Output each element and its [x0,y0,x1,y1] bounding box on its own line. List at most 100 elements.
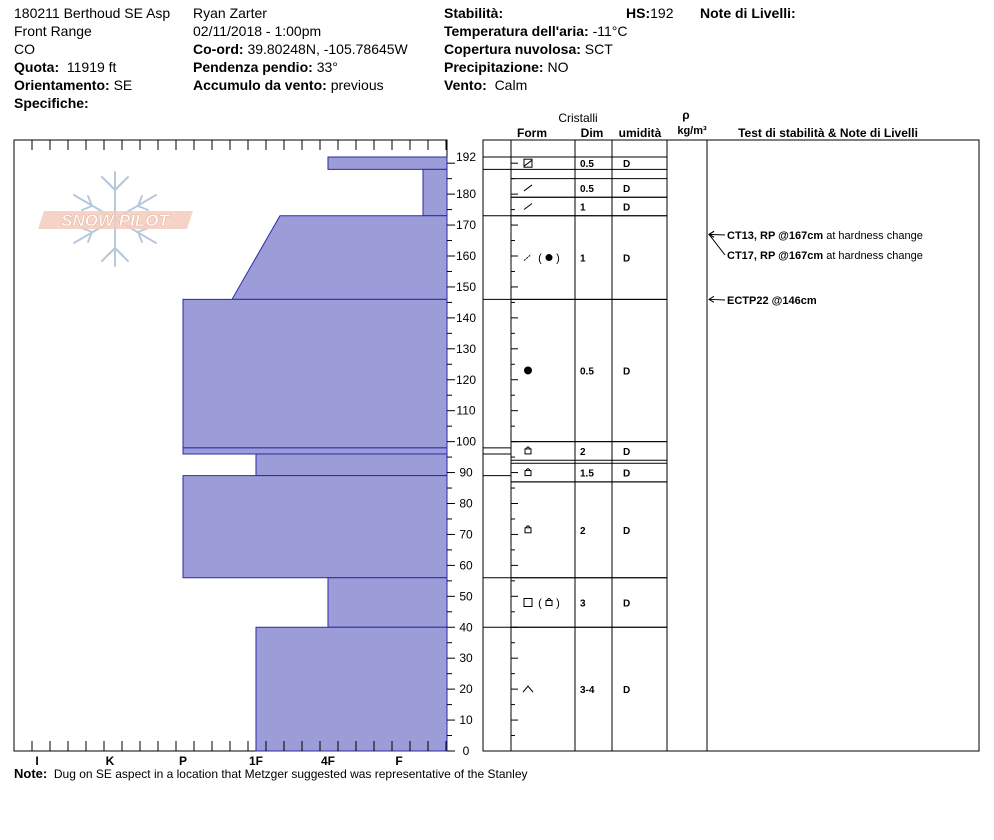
snow-profile-chart: SNOW PILOT I K P 1F 4F F 0 10 20 30 40 50 60 70 80 90 1… [13,108,980,768]
hs-field: HS:192 [626,5,673,21]
depth-label: 170 [456,218,476,232]
range-name: Front Range [14,23,92,39]
note-text: Dug on SE aspect in a location that Metz… [53,767,528,781]
paren-left: ( [538,253,542,265]
fac-icon [524,525,532,534]
slash-stroke [523,159,533,167]
air-temp-label: Temperatura dell'aria: [444,23,589,39]
air-temp-value: -11°C [592,23,628,39]
square-fac-icon: () [523,598,560,610]
hardness-label: 1F [249,754,263,768]
depth-label: 110 [456,404,475,418]
slash-stroke [523,184,533,192]
observation-datetime: 02/11/2018 - 1:00pm [193,23,322,39]
crystal-size: 0.5 [580,366,594,377]
size-header: Dim [581,126,604,140]
test-arrow [708,234,726,256]
snowpilot-logo: SNOW PILOT [38,171,193,267]
facet-top [525,446,531,450]
observer-name: Ryan Zarter [193,5,267,21]
specifics-label: Specifiche: [14,95,89,111]
sky-label: Copertura nuvolosa: [444,41,581,57]
wind-field: Vento: Calm [444,77,527,93]
depth-label: 140 [456,311,476,325]
depth-label: 20 [459,682,473,696]
paren-right: ) [556,253,560,265]
slope-label: Pendenza pendio: [193,59,313,75]
form-header: Form [517,126,547,140]
hardness-label: 4F [321,754,335,768]
stability-test: CT13, RP @167cm at hardness change [727,230,923,242]
tests-header: Test di stabilità & Note di Livelli [738,126,918,140]
crystal-moisture: D [623,599,630,610]
crystal-moisture: D [623,184,630,195]
hardness-layer [182,447,448,455]
box [523,158,533,168]
crystal-moisture: D [623,159,630,170]
sky-value: SCT [584,41,613,57]
test-arrowhead [708,230,715,238]
elevation-field: Quota: 11919 ft [14,59,116,75]
moisture-header: umidità [619,126,662,140]
depth-axis: 0 10 20 30 40 50 60 70 80 90 100 110 120 130 140 150 160… [447,150,518,758]
crystal-size: 0.5 [580,159,594,170]
test-code: CT13, RP @167cm [727,230,823,242]
slash-icon [523,184,533,192]
wind-loading-value: previous [330,77,384,93]
depth-label: 192 [456,150,476,164]
boxslash-icon [523,158,533,168]
crystal-moisture: D [623,203,630,214]
test-arrow [708,233,726,236]
crystal-moisture: D [623,254,630,265]
depth-label: 180 [456,187,476,201]
slash-icon [523,203,533,210]
test-note: at hardness change [823,250,923,262]
hardness-label: I [35,754,38,768]
layer-notes-label: Note di Livelli: [700,5,796,21]
facet-box [524,448,532,455]
cup-icon [522,685,534,693]
crystal-table-frame [482,139,980,752]
dot-icon [524,366,532,375]
slope-value: 33° [316,59,338,75]
aspect-value: SE [113,77,133,93]
depth-label: 30 [459,651,473,665]
crystal-size: 1 [580,203,586,214]
hardness-layer [255,626,448,752]
depth-label: 80 [459,497,473,511]
depth-label: 150 [456,280,476,294]
wind-value: Calm [494,77,528,93]
crystal-size: 1.5 [580,469,594,480]
facet-box [545,600,553,606]
crystal-moisture: D [623,366,630,377]
hs-value: 192 [650,5,674,21]
elevation-label: Quota: [14,59,60,75]
slashdash-dot-icon: () [523,253,560,265]
test-note: at hardness change [823,230,923,242]
precip-label: Precipitazione: [444,59,544,75]
sky-field: Copertura nuvolosa: SCT [444,41,613,57]
hardness-layers [182,156,448,752]
depth-label: 120 [456,373,476,387]
density-unit-header: kg/m³ [677,125,707,137]
cup-stroke [522,685,534,693]
depth-label: 10 [459,713,473,727]
crystal-moisture: D [623,447,630,458]
precip-value: NO [547,59,569,75]
facet-top [525,525,531,529]
depth-label: 0 [463,744,470,758]
slash-stroke [523,254,532,261]
precip-field: Precipitazione: NO [444,59,568,75]
hs-label: HS: [626,5,651,21]
hardness-layer [182,298,448,449]
rho-header: ρ [682,108,689,122]
wind-loading-field: Accumulo da vento: previous [193,77,384,93]
wind-loading-label: Accumulo da vento: [193,77,327,93]
facet-top [546,598,552,601]
dot [545,254,553,262]
test-arrowhead [708,295,715,303]
facet-top [525,468,531,471]
aspect-label: Orientamento: [14,77,110,93]
hardness-label: F [395,754,402,768]
crystal-size: 0.5 [580,184,594,195]
